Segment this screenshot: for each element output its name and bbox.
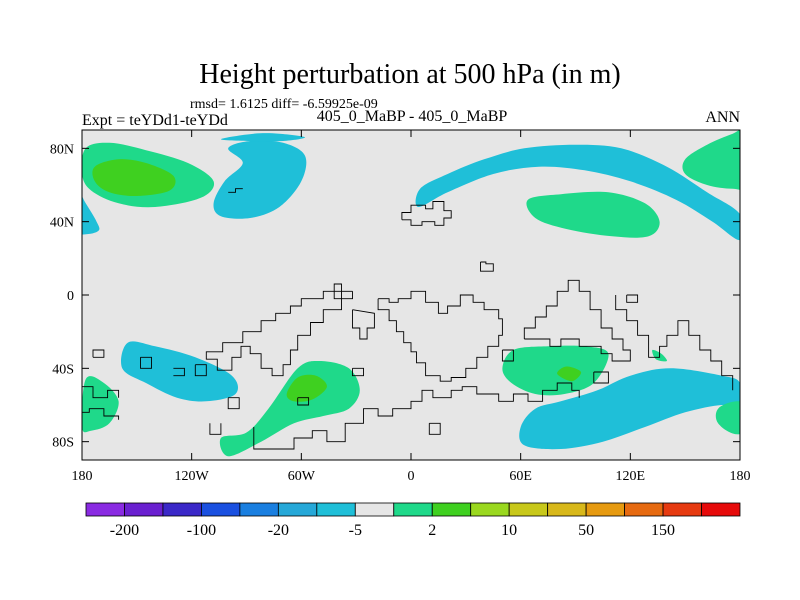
coastline-19 — [92, 349, 105, 358]
coastline-24 — [228, 188, 243, 193]
colorbar-label: 150 — [651, 522, 675, 539]
coastline-12 — [593, 371, 609, 384]
coastline-3 — [377, 290, 503, 382]
coastline-7 — [352, 367, 364, 377]
coastline-13 — [615, 295, 734, 391]
x-tick-label: 120W — [175, 469, 210, 484]
x-tick-label: 180 — [730, 469, 751, 484]
colorbar-label: 2 — [428, 522, 436, 539]
coastline-22 — [209, 423, 222, 435]
coastline-6 — [352, 309, 375, 340]
colorbar-label: -100 — [187, 522, 216, 539]
coastline-5 — [333, 283, 342, 300]
shaded-region-14 — [519, 368, 740, 450]
y-axis: 80N 40N 0 40S 80S — [50, 142, 740, 451]
season-label: ANN — [705, 109, 740, 126]
colorbar-swatch — [316, 502, 356, 517]
colorbar-label: -5 — [349, 522, 362, 539]
colorbar-swatch — [470, 502, 510, 517]
colorbar-swatch — [124, 502, 164, 517]
colorbar-swatch — [624, 502, 664, 517]
shaded-region-3 — [92, 159, 176, 197]
shaded-region-12 — [502, 345, 609, 396]
shaded-region-8 — [286, 374, 327, 402]
colorbar-swatch — [547, 502, 587, 517]
coastline-23 — [428, 422, 441, 435]
colorbar-label: -200 — [110, 522, 139, 539]
coastline-10 — [501, 349, 514, 362]
x-axis: 180 120W 60W 0 60E 120E 180 — [72, 130, 751, 484]
x-tick-label: 60W — [288, 469, 316, 484]
colorbar-swatch — [239, 502, 279, 517]
colorbar-label: 10 — [501, 522, 517, 539]
coastline-1 — [401, 201, 452, 226]
shaded-region-4 — [213, 140, 307, 219]
colorbar-label: 50 — [578, 522, 594, 539]
shaded-regions — [82, 130, 740, 457]
colorbar-swatch — [701, 502, 741, 517]
shaded-region-5 — [121, 341, 239, 402]
shaded-region-11 — [526, 191, 660, 238]
expt-label: Expt = teYDd1-teYDd — [82, 112, 228, 129]
y-tick-label: 40N — [50, 216, 74, 231]
colorbar-swatch — [201, 502, 241, 517]
stats-label: rmsd= 1.6125 diff= -6.59925e-09 — [190, 97, 378, 112]
colorbar-swatch — [508, 502, 549, 517]
y-tick-label: 0 — [67, 289, 74, 304]
coastline-4 — [205, 290, 353, 377]
x-tick-label: 60E — [509, 469, 532, 484]
coastline-18 — [140, 356, 152, 369]
y-tick-label: 80S — [52, 436, 74, 451]
colorbar-swatch — [585, 502, 625, 517]
shaded-region-9 — [415, 144, 740, 241]
coastline-11 — [523, 279, 631, 362]
coastline-17 — [82, 408, 120, 420]
coastline-2 — [480, 261, 494, 272]
coastline-15 — [194, 364, 207, 377]
y-tick-label: 80N — [50, 142, 74, 157]
coastlines — [82, 188, 734, 450]
coastline-8 — [297, 397, 310, 406]
shaded-region-15 — [715, 401, 740, 435]
colorbar-swatch — [85, 502, 125, 517]
coastline-21 — [227, 397, 240, 410]
x-tick-label: 180 — [72, 469, 93, 484]
shaded-region-10 — [682, 130, 740, 190]
x-tick-label: 120E — [616, 469, 646, 484]
shaded-region-1 — [82, 195, 100, 235]
colorbar: -200 -100 -20 -5 2 10 50 150 — [85, 502, 741, 539]
y-tick-label: 40S — [52, 362, 74, 377]
chart-title: Height perturbation at 500 hPa (in m) — [199, 59, 620, 90]
colorbar-label: -20 — [268, 522, 289, 539]
colorbar-swatch — [431, 502, 472, 517]
shaded-region-16 — [220, 133, 306, 142]
coastline-9 — [253, 382, 580, 450]
coastline-14 — [626, 294, 639, 303]
colorbar-swatch — [277, 502, 318, 517]
colorbar-swatch — [354, 502, 395, 517]
coastline-20 — [173, 367, 185, 377]
coastline-16 — [82, 386, 120, 399]
x-tick-label: 0 — [408, 469, 415, 484]
colorbar-swatch — [162, 502, 202, 517]
colorbar-swatch — [393, 502, 433, 517]
case-label: 405_0_MaBP - 405_0_MaBP — [317, 108, 508, 125]
colorbar-swatch — [662, 502, 702, 517]
shaded-region-13 — [557, 366, 582, 382]
